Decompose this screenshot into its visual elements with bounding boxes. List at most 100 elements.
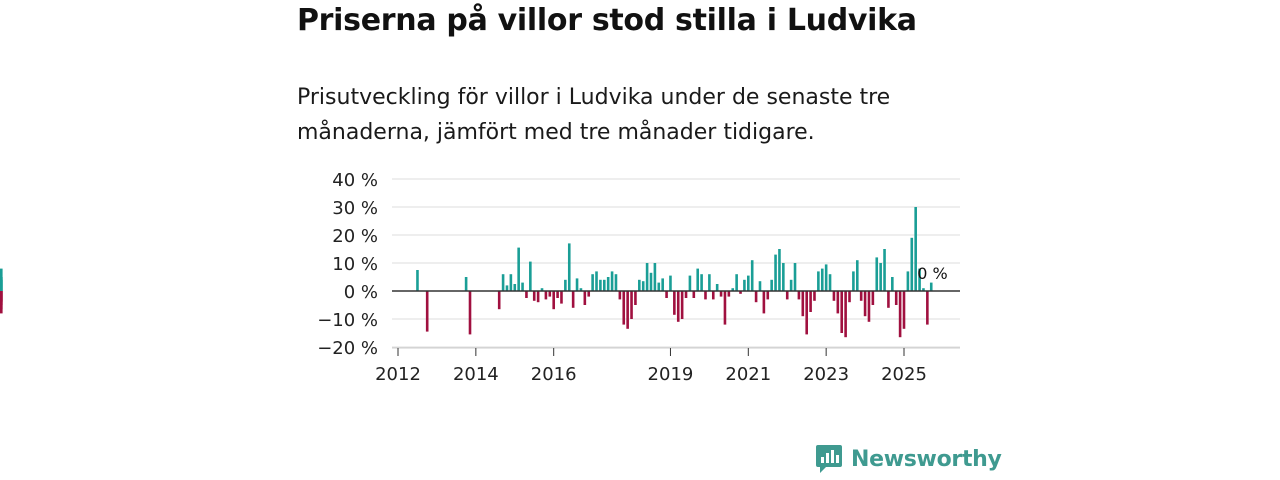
newsworthy-brand: Newsworthy — [815, 444, 1002, 474]
bar — [591, 274, 594, 291]
bar — [891, 277, 894, 291]
newsworthy-logo-icon — [816, 445, 842, 473]
bar — [673, 291, 676, 315]
bar — [595, 271, 598, 291]
x-tick-label: 2023 — [803, 364, 849, 385]
bar — [575, 278, 579, 291]
bar — [602, 279, 606, 291]
bar — [747, 275, 750, 291]
x-tick-label: 2021 — [725, 364, 771, 385]
bar — [926, 291, 929, 325]
bar — [599, 279, 602, 291]
bar — [824, 264, 828, 291]
bar — [501, 274, 505, 291]
bar — [813, 291, 816, 301]
bar — [657, 282, 661, 291]
bar — [536, 291, 540, 303]
bar — [879, 263, 882, 291]
bar — [513, 284, 517, 291]
bar — [883, 249, 886, 291]
bar — [758, 281, 762, 291]
bar — [0, 279, 3, 291]
bar — [560, 291, 563, 304]
bar — [774, 254, 777, 291]
x-tick-label: 2012 — [375, 364, 421, 385]
bar — [762, 291, 766, 314]
bar — [700, 274, 703, 291]
bar — [614, 274, 618, 291]
bar — [875, 257, 879, 291]
bar — [638, 279, 641, 291]
bar — [778, 249, 781, 291]
bar — [754, 291, 758, 303]
bar — [894, 291, 898, 305]
bar — [567, 243, 571, 291]
bar — [680, 291, 684, 319]
bar — [723, 291, 727, 325]
y-tick-label: 10 % — [332, 254, 378, 275]
bar — [782, 263, 785, 291]
bar — [653, 263, 657, 291]
bar — [548, 291, 552, 297]
bar — [544, 291, 548, 300]
bar — [610, 271, 614, 291]
bar — [525, 291, 528, 298]
bar — [416, 270, 419, 291]
bar — [906, 271, 910, 291]
bar — [618, 291, 622, 300]
bar — [719, 291, 723, 297]
bar — [797, 291, 801, 300]
latest-value-annotation: 0 % — [917, 264, 947, 283]
bar-chart: 40 % 30 % 20 % 10 % 0 % −10 % −20 % 2012 2014 201… — [0, 170, 960, 385]
bar — [840, 291, 844, 333]
y-tick-label: −20 % — [317, 338, 378, 359]
bar — [828, 274, 832, 291]
bar — [793, 263, 797, 291]
bar — [855, 260, 859, 291]
bar — [766, 291, 770, 300]
y-tick-label: 30 % — [332, 198, 378, 219]
bar — [910, 237, 914, 291]
bar — [817, 271, 820, 291]
bar — [468, 291, 472, 335]
bar — [836, 291, 840, 314]
bar — [579, 288, 583, 291]
bar — [902, 291, 906, 329]
bar — [509, 274, 513, 291]
bar — [583, 291, 587, 305]
bar — [704, 291, 707, 300]
chart-subtitle: Prisutveckling för villor i Ludvika unde… — [297, 85, 891, 145]
bar — [676, 291, 680, 322]
bar — [914, 207, 917, 291]
bar — [564, 279, 567, 291]
bar — [785, 291, 789, 300]
bar — [929, 282, 933, 291]
bar — [665, 291, 668, 298]
bar — [789, 279, 793, 291]
bar — [801, 291, 805, 317]
bar — [464, 277, 468, 291]
bar — [669, 275, 672, 291]
bar — [898, 291, 902, 338]
bar — [731, 288, 735, 291]
bar — [505, 285, 509, 291]
bar — [606, 277, 610, 291]
bar — [532, 291, 536, 301]
brand-name: Newsworthy — [851, 446, 1002, 472]
bar — [425, 291, 429, 332]
bar — [739, 291, 742, 294]
x-tick-label: 2019 — [648, 364, 694, 385]
chart-title: Priserna på villor stod stilla i Ludvika — [297, 3, 917, 38]
bar — [844, 291, 847, 338]
bar — [634, 291, 637, 305]
bar — [750, 260, 754, 291]
bar — [497, 291, 501, 310]
x-tick-label: 2014 — [453, 364, 499, 385]
bar — [832, 291, 836, 301]
bar — [622, 291, 626, 325]
bar — [918, 268, 921, 291]
bar — [571, 291, 575, 308]
y-tick-label: 20 % — [332, 226, 378, 247]
bar — [805, 291, 808, 335]
bar — [649, 272, 653, 291]
